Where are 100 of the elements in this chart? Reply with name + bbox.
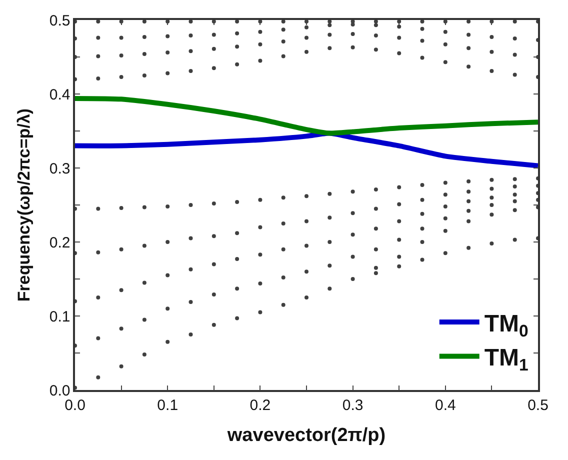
point [512, 20, 517, 24]
point [443, 42, 448, 46]
point [374, 23, 378, 28]
x-tick-label: 0.0 [64, 396, 86, 414]
point [258, 252, 262, 257]
point [142, 280, 146, 285]
point [235, 231, 240, 236]
point [188, 69, 193, 74]
x-axis-title: wavevector(2π/p) [226, 425, 386, 446]
point [374, 48, 378, 52]
point [258, 42, 262, 46]
point [512, 52, 517, 57]
point [188, 332, 193, 336]
point [374, 187, 378, 192]
point [443, 180, 448, 185]
point [328, 23, 332, 28]
point [96, 336, 100, 340]
y-axis-title: Frequency(ωp/2πc=p/λ) [14, 108, 34, 302]
point [258, 58, 262, 63]
point [281, 222, 286, 226]
point [235, 62, 240, 66]
x-tick-label: 0.4 [434, 396, 456, 414]
point [304, 25, 308, 30]
x-tick-label: 0.5 [528, 396, 548, 414]
point [212, 292, 216, 297]
y-tick-label: 0.1 [49, 308, 70, 326]
x-tick-label: 0.3 [342, 396, 364, 414]
point [490, 69, 494, 74]
point [350, 211, 355, 216]
point [328, 20, 332, 24]
point [443, 192, 448, 197]
point [420, 226, 424, 231]
point [96, 296, 100, 300]
point [328, 264, 332, 268]
point [304, 36, 308, 40]
point [281, 28, 286, 32]
point [374, 226, 378, 231]
point [490, 241, 494, 246]
point [188, 34, 193, 38]
point [374, 247, 378, 252]
point [512, 177, 517, 182]
point [304, 194, 308, 198]
point [188, 267, 193, 272]
point [420, 198, 424, 202]
point [142, 318, 146, 322]
point [212, 202, 216, 206]
point [212, 32, 216, 37]
y-tick-label: 0.2 [49, 234, 70, 252]
point [304, 219, 308, 224]
point [466, 20, 471, 24]
point [142, 35, 146, 40]
legend-label: TM$_{0}$ [484, 310, 528, 340]
point [490, 50, 494, 54]
point [96, 20, 100, 24]
point [119, 36, 124, 40]
point [397, 254, 402, 259]
point [420, 38, 424, 43]
point [119, 74, 124, 79]
point [512, 238, 517, 242]
point [420, 26, 424, 31]
point [466, 46, 471, 50]
point [281, 54, 286, 58]
point [281, 20, 286, 24]
point [142, 20, 146, 24]
point [258, 281, 262, 286]
point [466, 64, 471, 69]
point [466, 190, 471, 194]
point [235, 286, 240, 291]
point [166, 50, 170, 55]
point [235, 316, 240, 320]
point [142, 244, 146, 248]
point [281, 196, 286, 200]
point [119, 54, 124, 58]
point [490, 203, 494, 207]
point [374, 206, 378, 211]
point [397, 238, 402, 242]
point [258, 30, 262, 34]
point [397, 202, 402, 206]
point [466, 199, 471, 204]
point [397, 36, 402, 40]
point [512, 184, 517, 188]
point [212, 234, 216, 238]
point [443, 228, 448, 233]
point [258, 198, 262, 202]
point [490, 178, 494, 182]
point [350, 32, 355, 36]
point [281, 247, 286, 252]
point [235, 20, 240, 24]
point [235, 200, 240, 204]
point [420, 212, 424, 216]
point [397, 24, 402, 29]
point [235, 44, 240, 49]
point [212, 322, 216, 327]
point [420, 240, 424, 244]
point [397, 264, 402, 268]
point [350, 190, 355, 194]
point [512, 36, 517, 40]
point [350, 277, 355, 281]
point [328, 46, 332, 50]
point [119, 364, 124, 368]
